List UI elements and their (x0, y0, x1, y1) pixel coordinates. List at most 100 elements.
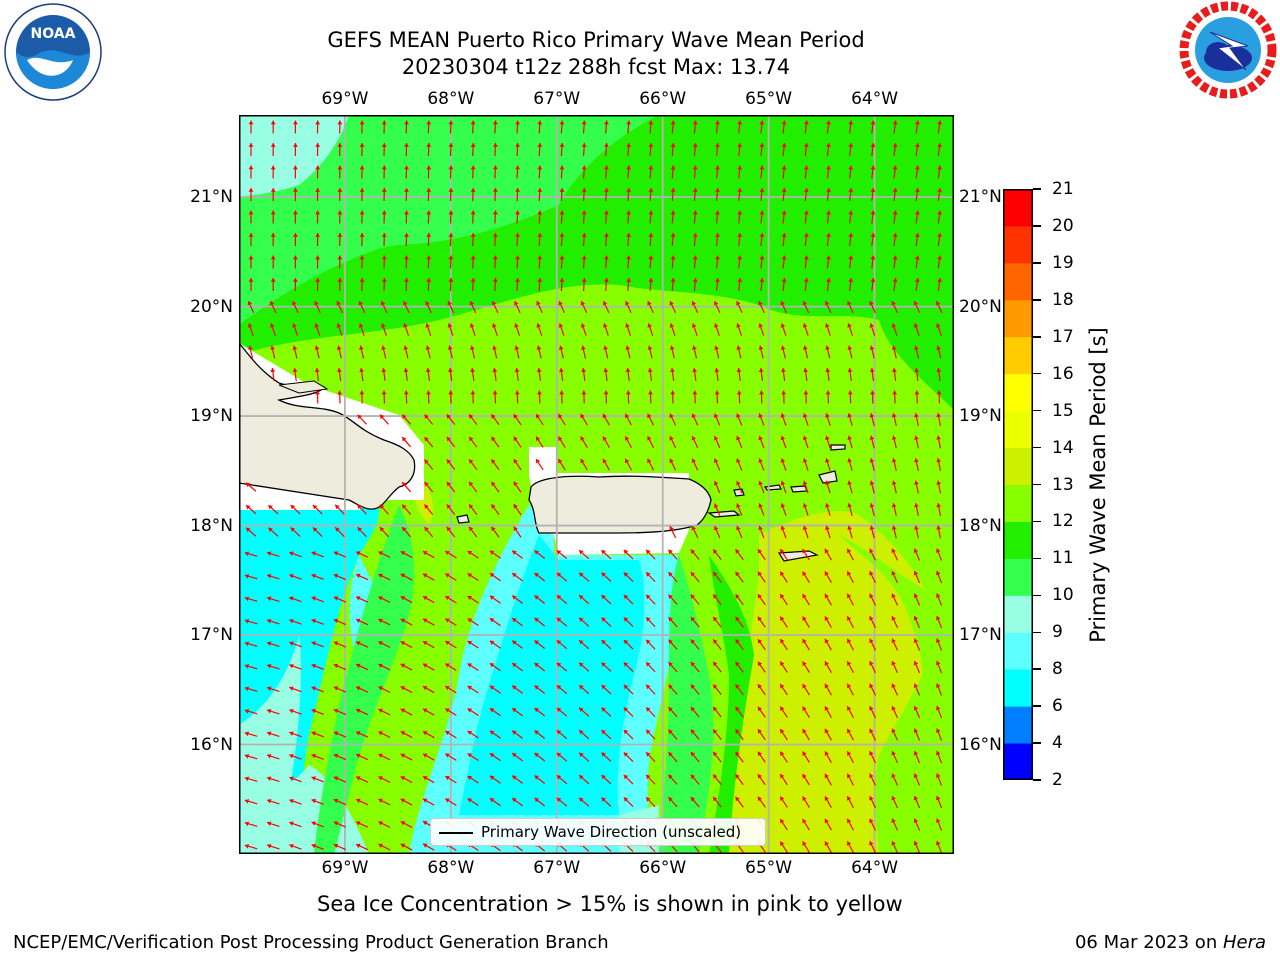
wave-direction-arrow (645, 549, 656, 560)
lat-tick-label: 18°N (190, 515, 233, 536)
wave-direction-arrow (293, 232, 298, 247)
wave-direction-arrow (647, 413, 655, 426)
wave-direction-arrow (935, 615, 943, 629)
colorbar-frame (1003, 189, 1033, 780)
wave-direction-arrow (266, 663, 280, 670)
wave-direction-arrow (581, 277, 587, 292)
wave-direction-arrow (712, 616, 722, 628)
wave-direction-arrow (422, 775, 435, 784)
wave-direction-arrow (625, 367, 631, 382)
footer-date-text: 06 Mar 2023 on (1074, 932, 1223, 953)
wave-direction-arrow (736, 525, 743, 539)
wave-direction-arrow (514, 345, 520, 359)
colorbar-bin (1003, 484, 1033, 522)
wave-direction-arrow (712, 796, 722, 808)
wave-direction-arrow (891, 525, 897, 539)
wave-direction-arrow (578, 617, 590, 627)
wave-direction-arrow (378, 753, 391, 761)
wave-direction-arrow (359, 367, 365, 382)
colorbar-tick-mark (1033, 594, 1041, 597)
wave-direction-arrow (914, 345, 920, 359)
colorbar-tick-label: 14 (1052, 437, 1074, 458)
wave-direction-arrow (292, 300, 299, 314)
wave-direction-arrow (535, 436, 544, 448)
wave-direction-arrow (247, 323, 254, 336)
wave-direction-arrow (647, 435, 655, 449)
wave-direction-arrow (468, 436, 478, 448)
wave-direction-arrow (914, 413, 919, 426)
wave-direction-arrow (647, 345, 653, 359)
wave-direction-arrow (534, 685, 546, 694)
wave-direction-arrow (581, 367, 587, 382)
wave-direction-arrow (669, 345, 675, 359)
wave-direction-arrow (824, 751, 832, 763)
lat-tick-label: 20°N (959, 296, 1002, 317)
wave-direction-arrow (892, 255, 898, 269)
wave-direction-arrow (891, 435, 897, 449)
wave-direction-arrow (314, 300, 321, 314)
colorbar-tick-label: 13 (1052, 474, 1074, 495)
wave-direction-arrow (292, 367, 298, 382)
wave-direction-arrow (581, 210, 587, 224)
wave-direction-arrow (937, 255, 942, 269)
wave-direction-arrow (448, 165, 454, 179)
wave-direction-arrow (935, 795, 943, 809)
wave-period-map (239, 115, 954, 854)
wave-direction-arrow (802, 638, 810, 651)
wave-direction-arrow (315, 390, 320, 404)
wave-direction-arrow (825, 480, 831, 494)
wave-direction-arrow (358, 323, 365, 336)
wave-direction-arrow (780, 458, 787, 471)
wave-direction-arrow (623, 571, 634, 583)
wave-direction-arrow (378, 596, 391, 603)
wave-direction-arrow (556, 752, 568, 762)
wave-direction-arrow (891, 548, 899, 561)
wave-direction-arrow (426, 232, 432, 247)
wave-direction-arrow (534, 640, 546, 649)
wave-direction-arrow (690, 571, 700, 583)
lon-tick-label: 64°W (851, 89, 899, 109)
wave-direction-arrow (578, 594, 590, 605)
wave-direction-arrow (936, 367, 942, 382)
wave-direction-arrow (757, 706, 766, 718)
wave-direction-arrow (713, 458, 721, 471)
wave-direction-arrow (936, 390, 942, 404)
wave-direction-arrow (536, 300, 543, 314)
wave-direction-arrow (266, 821, 280, 828)
wave-direction-arrow (424, 481, 434, 493)
wave-direction-arrow (757, 571, 766, 583)
wave-direction-arrow (825, 458, 831, 471)
wave-direction-arrow (891, 705, 899, 719)
wave-direction-arrow (870, 277, 876, 292)
wave-direction-arrow (537, 277, 543, 292)
colorbar-bin (1003, 521, 1033, 559)
wave-direction-arrow (625, 345, 631, 359)
wave-direction-arrow (824, 593, 832, 606)
wave-direction-arrow (446, 436, 456, 448)
wave-direction-arrow (624, 413, 633, 426)
wave-direction-arrow (444, 573, 457, 581)
wave-direction-arrow (266, 551, 280, 558)
wave-direction-arrow (311, 551, 324, 558)
wave-direction-arrow (623, 774, 634, 785)
wave-direction-arrow (692, 345, 698, 359)
wave-direction-arrow (290, 527, 301, 537)
wave-direction-arrow (311, 596, 324, 603)
wave-direction-arrow (446, 504, 456, 515)
wave-direction-arrow (913, 818, 921, 831)
wave-direction-arrow (333, 596, 347, 603)
wave-direction-arrow (559, 367, 564, 382)
wave-direction-arrow (270, 210, 276, 224)
wave-direction-arrow (803, 367, 809, 382)
wave-direction-arrow (378, 731, 391, 738)
sea-ice-note: Sea Ice Concentration > 15% is shown in … (317, 892, 903, 916)
wave-direction-arrow (758, 300, 765, 314)
wave-direction-arrow (558, 323, 565, 336)
wave-direction-arrow (444, 640, 457, 649)
wave-direction-arrow (645, 729, 656, 740)
wave-direction-arrow (869, 458, 875, 471)
wave-direction-arrow (359, 232, 365, 247)
wave-direction-arrow (578, 662, 590, 672)
wave-direction-arrow (803, 165, 809, 179)
wave-direction-arrow (601, 797, 612, 807)
